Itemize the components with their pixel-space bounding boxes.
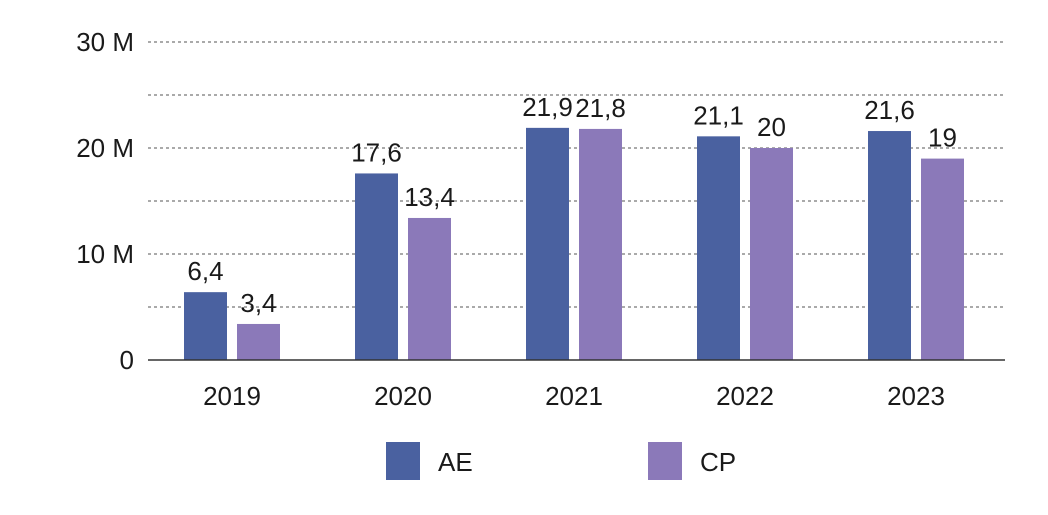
- bars: [184, 127, 964, 360]
- gridlines: [148, 41, 1005, 308]
- y-tick-label: 20 M: [76, 133, 134, 163]
- y-tick-label: 10 M: [76, 239, 134, 269]
- y-axis-ticks: 0 10 M 20 M 30 M: [76, 27, 134, 375]
- y-tick-label: 0: [120, 345, 134, 375]
- bar-ae-2022: [697, 136, 740, 360]
- bar-ae-2020: [355, 173, 398, 360]
- data-label-ae-2021: 21,9: [522, 92, 573, 122]
- data-labels: 6,4 3,4 17,613,4 21,9 21,8 21,1 20 21,6 19: [187, 92, 957, 318]
- legend: AE CP: [386, 442, 736, 480]
- x-tick-label: 2023: [887, 381, 945, 411]
- legend-label-ae: AE: [438, 447, 473, 477]
- x-tick-label: 2019: [203, 381, 261, 411]
- bar-cp-2019: [237, 323, 280, 360]
- data-label-cp-2023: 19: [928, 123, 957, 153]
- x-tick-label: 2020: [374, 381, 432, 411]
- bar-cp-2023: [921, 158, 964, 360]
- data-label-cp-2019: 3,4: [240, 288, 276, 318]
- x-tick-label: 2022: [716, 381, 774, 411]
- bar-ae-2019: [184, 292, 227, 360]
- bar-cp-2020: [408, 217, 451, 360]
- data-label-ae-2020: 17,6: [351, 137, 402, 167]
- bar-cp-2021: [579, 128, 622, 360]
- data-label-ae-2022: 21,1: [693, 100, 744, 130]
- data-label-cp-2020: 13,4: [404, 182, 455, 212]
- data-label-ae-2019: 6,4: [187, 256, 223, 286]
- y-tick-label: 30 M: [76, 27, 134, 57]
- x-tick-label: 2021: [545, 381, 603, 411]
- bar-ae-2023: [868, 131, 911, 360]
- bar-ae-2021: [526, 127, 569, 360]
- x-axis: 2019 2020 2021 2022 2023: [148, 359, 1005, 411]
- data-label-ae-2023: 21,6: [864, 95, 915, 125]
- legend-label-cp: CP: [700, 447, 736, 477]
- legend-swatch-cp: [648, 442, 682, 480]
- legend-swatch-ae: [386, 442, 420, 480]
- bar-cp-2022: [750, 148, 793, 360]
- data-label-cp-2022: 20: [757, 112, 786, 142]
- data-label-cp-2021: 21,8: [575, 93, 626, 123]
